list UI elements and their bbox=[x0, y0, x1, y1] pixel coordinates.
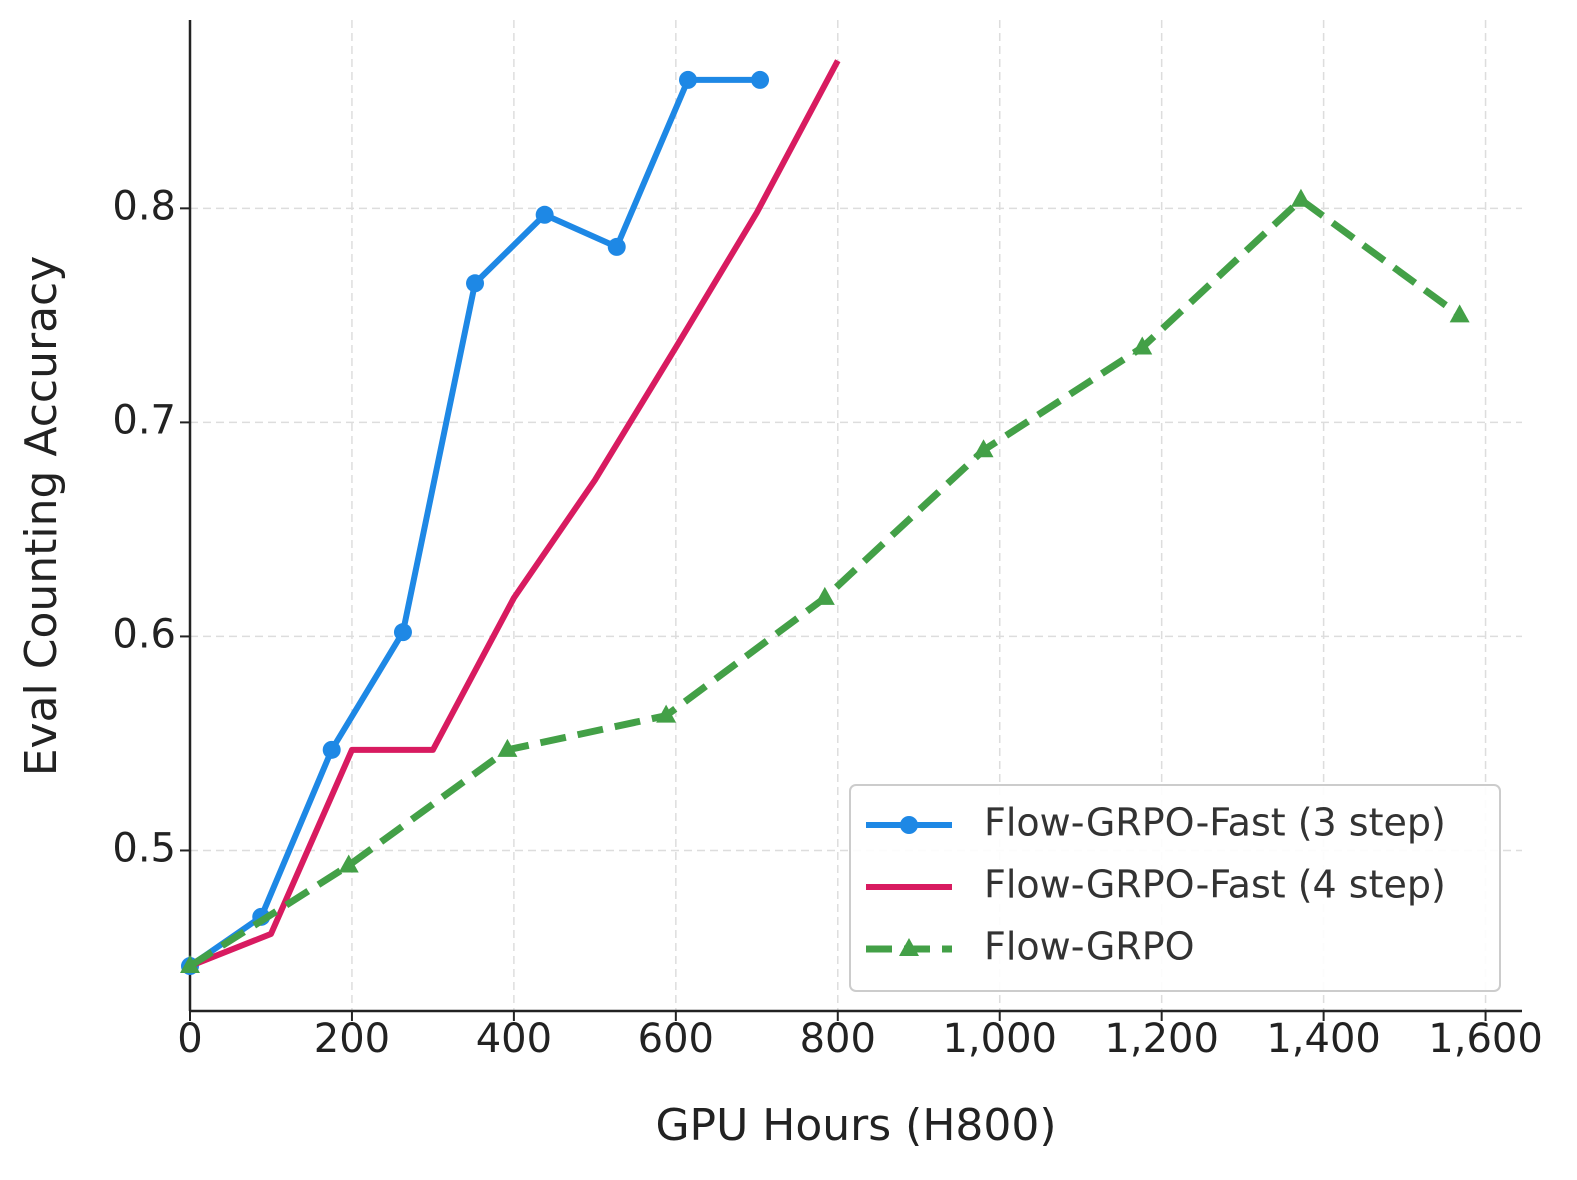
x-tick-label: 0 bbox=[177, 1016, 202, 1062]
point bbox=[466, 274, 485, 293]
legend-label: Flow-GRPO bbox=[984, 925, 1195, 969]
point bbox=[322, 740, 341, 759]
y-tick-label: 0.7 bbox=[112, 397, 176, 443]
point bbox=[678, 70, 697, 89]
point bbox=[607, 237, 626, 256]
point bbox=[180, 955, 200, 974]
x-tick-label: 600 bbox=[638, 1016, 714, 1062]
legend-label: Flow-GRPO-Fast (3 step) bbox=[984, 801, 1446, 845]
x-tick-label: 1,400 bbox=[1266, 1016, 1381, 1062]
legend-box bbox=[849, 784, 1501, 992]
y-tick-label: 0.8 bbox=[112, 183, 176, 229]
x-tick-label: 1,600 bbox=[1428, 1016, 1543, 1062]
series-line bbox=[188, 59, 841, 969]
x-tick-label: 400 bbox=[476, 1016, 552, 1062]
point bbox=[656, 704, 677, 723]
x-axis-label: GPU Hours (H800) bbox=[655, 1100, 1056, 1151]
point bbox=[338, 854, 359, 873]
point bbox=[814, 586, 835, 605]
point bbox=[535, 205, 554, 224]
legend-marker bbox=[900, 816, 918, 834]
series-line bbox=[188, 76, 761, 969]
y-axis-label: Eval Counting Accuracy bbox=[16, 256, 67, 777]
point bbox=[497, 738, 518, 757]
point bbox=[973, 439, 994, 458]
legend-marker bbox=[899, 938, 919, 956]
legend-label: Flow-GRPO-Fast (4 step) bbox=[984, 863, 1446, 907]
y-tick-label: 0.6 bbox=[112, 611, 176, 657]
point bbox=[1290, 188, 1311, 207]
point bbox=[1132, 336, 1153, 355]
y-tick-label: 0.5 bbox=[112, 825, 176, 871]
point bbox=[393, 623, 412, 642]
x-tick-label: 1,200 bbox=[1104, 1016, 1219, 1062]
x-tick-label: 200 bbox=[314, 1016, 390, 1062]
x-tick-label: 1,000 bbox=[942, 1016, 1057, 1062]
x-tick-label: 800 bbox=[800, 1016, 876, 1062]
point bbox=[1449, 304, 1470, 323]
point bbox=[751, 70, 770, 89]
